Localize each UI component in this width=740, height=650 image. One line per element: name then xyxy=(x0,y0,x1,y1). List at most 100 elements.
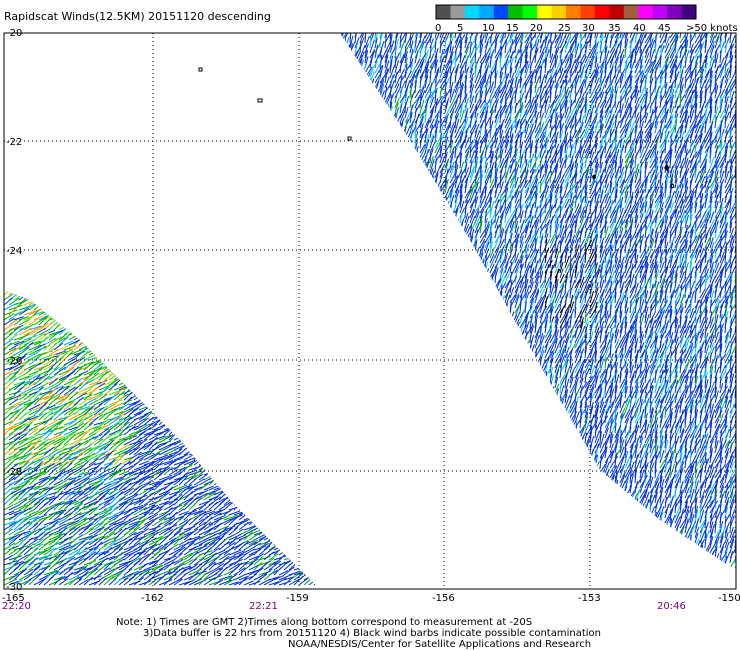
wind-barb xyxy=(340,212,342,224)
wind-barb xyxy=(369,122,374,134)
wind-barb xyxy=(594,96,598,109)
wind-barb xyxy=(639,93,646,104)
wind-barb xyxy=(394,221,401,234)
wind-barb xyxy=(419,286,422,299)
wind-barb xyxy=(364,50,369,64)
wind-barb xyxy=(449,88,456,104)
wind-barb xyxy=(344,333,351,344)
wind-barb xyxy=(429,181,438,194)
wind-barb xyxy=(449,299,453,314)
wind-barb xyxy=(449,46,454,59)
wind-barb xyxy=(479,33,482,34)
wind-barb xyxy=(614,69,620,84)
wind-barb xyxy=(664,35,671,49)
wind-barb xyxy=(444,216,450,229)
wind-barb xyxy=(439,257,445,269)
wind-barb xyxy=(634,63,640,74)
wind-barb xyxy=(579,97,585,109)
wind-barb xyxy=(604,104,611,119)
wind-barb xyxy=(424,86,432,99)
wind-barb xyxy=(349,296,357,309)
wind-barb xyxy=(340,160,346,174)
wind-barb xyxy=(349,33,352,44)
wind-barb xyxy=(464,275,469,289)
wind-barb xyxy=(414,33,418,49)
wind-barb xyxy=(729,33,732,44)
wind-barb xyxy=(374,160,382,174)
wind-barb xyxy=(394,126,399,139)
wind-barb xyxy=(599,91,605,104)
wind-barb xyxy=(694,46,702,59)
wind-barb xyxy=(529,74,534,89)
wind-barb xyxy=(439,316,448,329)
wind-barb xyxy=(454,308,460,319)
wind-barb xyxy=(694,42,702,54)
wind-barb xyxy=(359,295,366,309)
wind-barb xyxy=(659,87,663,99)
wind-barb xyxy=(629,53,634,69)
wind-barb xyxy=(379,72,388,84)
wind-barb xyxy=(459,157,462,169)
wind-barb xyxy=(659,124,666,139)
wind-barb xyxy=(434,247,442,259)
wind-barb xyxy=(414,179,423,194)
wind-barb xyxy=(364,263,370,274)
wind-barb xyxy=(349,184,356,199)
wind-barb xyxy=(434,291,440,304)
wind-barb xyxy=(404,168,407,184)
wind-barb xyxy=(394,277,402,289)
wind-barb xyxy=(414,155,422,169)
wind-barb xyxy=(344,223,351,234)
wind-barb xyxy=(340,58,342,74)
wind-barb xyxy=(424,295,428,309)
wind-barb xyxy=(539,69,542,84)
wind-barb xyxy=(354,91,360,104)
wind-barb xyxy=(364,231,370,244)
wind-barb xyxy=(444,97,450,109)
wind-barb xyxy=(719,133,723,149)
wind-barb xyxy=(389,286,396,299)
wind-barb xyxy=(534,86,540,99)
wind-barb xyxy=(394,83,400,94)
wind-barb xyxy=(694,103,698,119)
wind-barb xyxy=(564,87,570,99)
wind-barb xyxy=(389,258,395,269)
wind-barb xyxy=(409,147,416,159)
wind-barb xyxy=(364,165,372,179)
wind-barb xyxy=(494,308,498,319)
wind-barb xyxy=(604,60,607,74)
wind-barb xyxy=(364,316,372,329)
wind-barb xyxy=(424,226,428,239)
wind-barb xyxy=(689,120,697,134)
wind-barb xyxy=(484,129,488,144)
wind-barb xyxy=(374,33,377,39)
wind-barb xyxy=(564,57,570,69)
wind-barb xyxy=(359,78,364,94)
wind-barb xyxy=(414,134,417,149)
wind-barb xyxy=(424,187,432,199)
wind-barb xyxy=(469,261,475,274)
wind-barb xyxy=(699,121,706,134)
wind-barb xyxy=(340,313,346,324)
wind-barb xyxy=(439,284,444,299)
wind-barb xyxy=(564,99,568,114)
wind-barb xyxy=(504,130,510,144)
wind-barb xyxy=(424,180,429,194)
legend-swatch xyxy=(681,5,697,19)
wind-barb xyxy=(454,296,457,309)
wind-barb xyxy=(524,33,531,39)
wind-barb xyxy=(379,268,384,284)
wind-barb xyxy=(404,102,407,114)
legend-swatch xyxy=(508,5,524,19)
wind-barb xyxy=(439,240,447,254)
wind-barb xyxy=(379,47,383,59)
wind-barb xyxy=(384,133,388,149)
wind-barb xyxy=(354,150,357,164)
wind-barb xyxy=(459,319,464,334)
wind-barb xyxy=(434,272,442,284)
wind-barb xyxy=(369,294,376,309)
wind-barb xyxy=(454,262,462,274)
wind-barb xyxy=(699,75,704,89)
wind-barb xyxy=(359,85,368,99)
wind-barb xyxy=(374,155,379,169)
